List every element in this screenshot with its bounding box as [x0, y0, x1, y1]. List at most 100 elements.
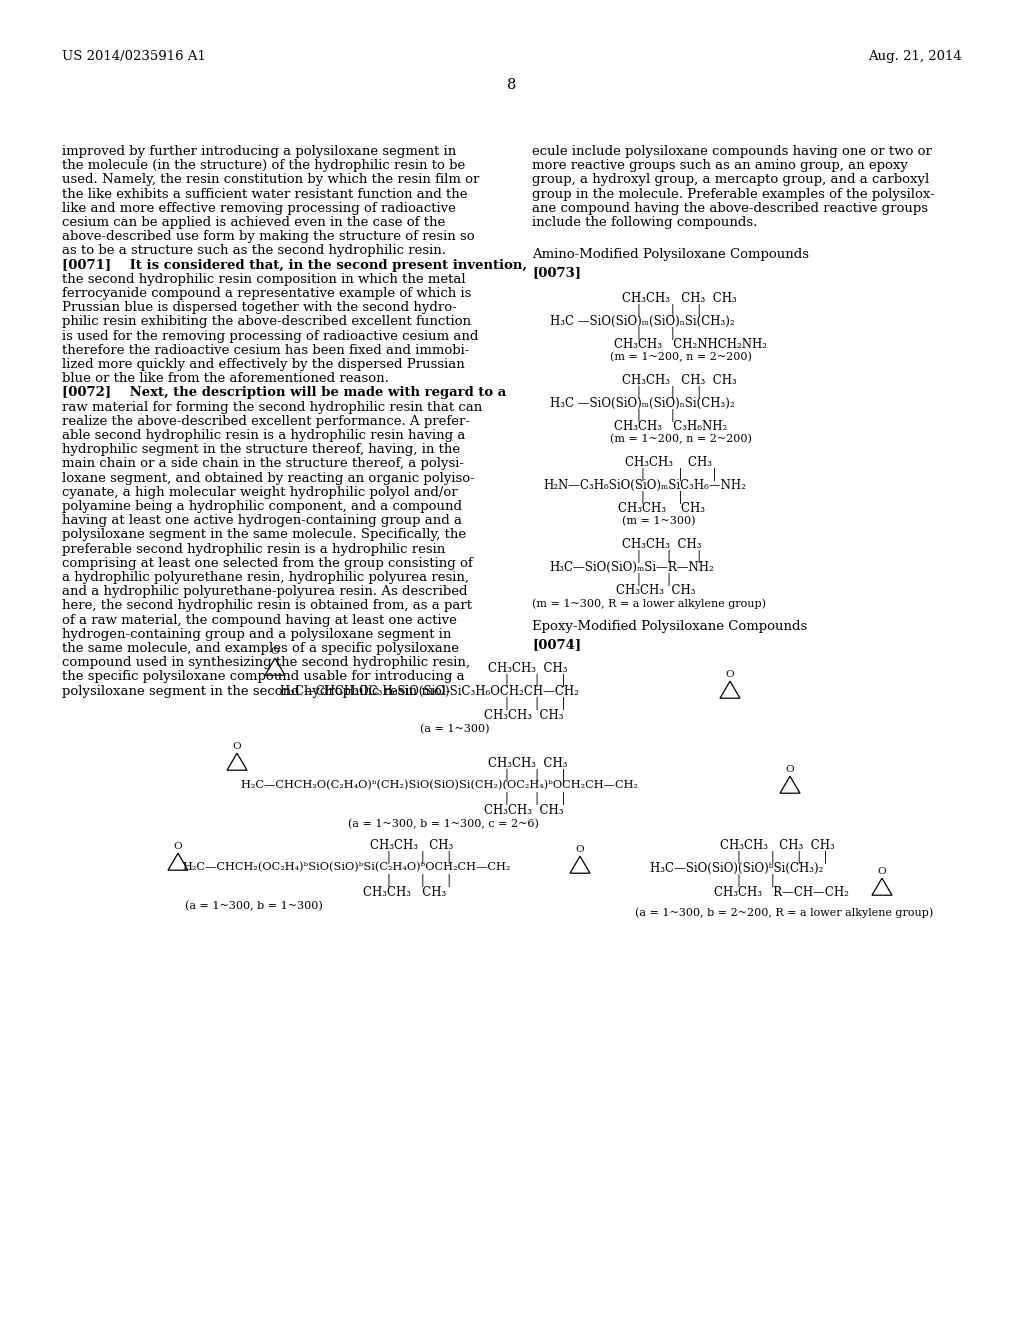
Text: |       |      |: | | | — [490, 792, 565, 805]
Text: |        |: | | — [722, 874, 775, 887]
Text: CH₃CH₃   CH₃  CH₃: CH₃CH₃ CH₃ CH₃ — [720, 840, 835, 853]
Text: Prussian blue is dispersed together with the second hydro-: Prussian blue is dispersed together with… — [62, 301, 457, 314]
Text: O: O — [232, 742, 242, 751]
Text: polyamine being a hydrophilic component, and a compound: polyamine being a hydrophilic component,… — [62, 500, 462, 513]
Text: |        |      |: | | | — [622, 304, 701, 317]
Text: (a = 1~300): (a = 1~300) — [420, 725, 489, 734]
Text: here, the second hydrophilic resin is obtained from, as a part: here, the second hydrophilic resin is ob… — [62, 599, 472, 612]
Text: used. Namely, the resin constitution by which the resin film or: used. Namely, the resin constitution by … — [62, 173, 479, 186]
Text: |         |        |: | | | — [626, 469, 717, 482]
Text: loxane segment, and obtained by reacting an organic polyiso-: loxane segment, and obtained by reacting… — [62, 471, 475, 484]
Text: hydrophilic segment in the structure thereof, having, in the: hydrophilic segment in the structure the… — [62, 444, 460, 457]
Text: CH₃CH₃  CH₃: CH₃CH₃ CH₃ — [616, 585, 695, 597]
Text: H₂C—CHCH₂(OC₂H₄)ᵇSiO(SiO)ᵇSi(C₂H₄O)ᵇOCH₂CH—CH₂: H₂C—CHCH₂(OC₂H₄)ᵇSiO(SiO)ᵇSi(C₂H₄O)ᵇOCH₂… — [182, 862, 510, 873]
Text: CH₃CH₃   C₃H₆NH₂: CH₃CH₃ C₃H₆NH₂ — [614, 420, 727, 433]
Text: [0073]: [0073] — [532, 267, 581, 280]
Text: [0072]    Next, the description will be made with regard to a: [0072] Next, the description will be mad… — [62, 387, 506, 400]
Text: comprising at least one selected from the group consisting of: comprising at least one selected from th… — [62, 557, 473, 570]
Text: Amino-Modified Polysiloxane Compounds: Amino-Modified Polysiloxane Compounds — [532, 248, 809, 261]
Text: as to be a structure such as the second hydrophilic resin.: as to be a structure such as the second … — [62, 244, 446, 257]
Text: (m = 1~300, R = a lower alkylene group): (m = 1~300, R = a lower alkylene group) — [532, 598, 766, 609]
Text: [0071]    It is considered that, in the second present invention,: [0071] It is considered that, in the sec… — [62, 259, 527, 272]
Text: is used for the removing processing of radioactive cesium and: is used for the removing processing of r… — [62, 330, 478, 343]
Text: CH₃CH₃   CH₃  CH₃: CH₃CH₃ CH₃ CH₃ — [622, 292, 736, 305]
Text: compound used in synthesizing the second hydrophilic resin,: compound used in synthesizing the second… — [62, 656, 470, 669]
Text: H₃C—SiO(SiO)ₘSi—R—NH₂: H₃C—SiO(SiO)ₘSi—R—NH₂ — [549, 561, 714, 574]
Text: group in the molecule. Preferable examples of the polysilox-: group in the molecule. Preferable exampl… — [532, 187, 935, 201]
Text: cesium can be applied is achieved even in the case of the: cesium can be applied is achieved even i… — [62, 216, 445, 228]
Text: the second hydrophilic resin composition in which the metal: the second hydrophilic resin composition… — [62, 273, 466, 286]
Text: (m = 1~200, n = 2~200): (m = 1~200, n = 2~200) — [610, 352, 752, 363]
Text: CH₃CH₃  CH₃: CH₃CH₃ CH₃ — [484, 709, 563, 722]
Text: improved by further introducing a polysiloxane segment in: improved by further introducing a polysi… — [62, 145, 457, 158]
Text: CH₃CH₃  CH₃: CH₃CH₃ CH₃ — [488, 758, 567, 770]
Text: (a = 1~300, b = 1~300, c = 2~6): (a = 1~300, b = 1~300, c = 2~6) — [348, 820, 539, 829]
Text: H₂C—CHCH₂OC₃H₆SiO(SiO)⁡SiC₃H₆OCH₂CH—CH₂: H₂C—CHCH₂OC₃H₆SiO(SiO)⁡SiC₃H₆OCH₂CH—CH₂ — [280, 685, 579, 698]
Text: group, a hydroxyl group, a mercapto group, and a carboxyl: group, a hydroxyl group, a mercapto grou… — [532, 173, 929, 186]
Text: ferrocyanide compound a representative example of which is: ferrocyanide compound a representative e… — [62, 286, 471, 300]
Text: CH₃CH₃    CH₃: CH₃CH₃ CH₃ — [625, 457, 712, 469]
Text: CH₃CH₃   CH₃  CH₃: CH₃CH₃ CH₃ CH₃ — [622, 374, 736, 387]
Text: having at least one active hydrogen-containing group and a: having at least one active hydrogen-cont… — [62, 515, 462, 527]
Text: O: O — [575, 845, 585, 854]
Text: |         |: | | — [626, 491, 683, 504]
Text: |        |      |: | | | — [372, 851, 452, 865]
Text: H₂C—CHCH₂O(C₂H₄O)ᵇ(CH₂)⁣SiO(SiO)⁡Si(CH₂)⁣(OC₂H₄)ᵇOCH₂CH—CH₂: H₂C—CHCH₂O(C₂H₄O)ᵇ(CH₂)⁣SiO(SiO)⁡Si(CH₂)… — [241, 780, 638, 791]
Text: O: O — [174, 842, 182, 851]
Text: |       |: | | — [622, 573, 671, 586]
Text: (m = 1~200, n = 2~200): (m = 1~200, n = 2~200) — [610, 434, 752, 445]
Text: 8: 8 — [507, 78, 517, 92]
Text: therefore the radioactive cesium has been fixed and immobi-: therefore the radioactive cesium has bee… — [62, 343, 469, 356]
Text: polysiloxane segment in the same molecule. Specifically, the: polysiloxane segment in the same molecul… — [62, 528, 466, 541]
Text: philic resin exhibiting the above-described excellent function: philic resin exhibiting the above-descri… — [62, 315, 471, 329]
Text: CH₃CH₃    CH₃: CH₃CH₃ CH₃ — [618, 502, 705, 515]
Text: include the following compounds.: include the following compounds. — [532, 216, 758, 228]
Text: hydrogen-containing group and a polysiloxane segment in: hydrogen-containing group and a polysilo… — [62, 628, 452, 640]
Text: able second hydrophilic resin is a hydrophilic resin having a: able second hydrophilic resin is a hydro… — [62, 429, 465, 442]
Text: raw material for forming the second hydrophilic resin that can: raw material for forming the second hydr… — [62, 400, 482, 413]
Text: main chain or a side chain in the structure thereof, a polysi-: main chain or a side chain in the struct… — [62, 458, 464, 470]
Text: (m = 1~300): (m = 1~300) — [622, 516, 695, 527]
Text: |       |      |: | | | — [490, 675, 565, 688]
Text: |        |      |      |: | | | | — [722, 851, 827, 865]
Text: O: O — [878, 867, 887, 876]
Text: ecule include polysiloxane compounds having one or two or: ecule include polysiloxane compounds hav… — [532, 145, 932, 158]
Text: |        |: | | — [622, 409, 675, 422]
Text: H₃C—SiO(SiO)⁡(SiO)ᵇSi(CH₃)₂: H₃C—SiO(SiO)⁡(SiO)ᵇSi(CH₃)₂ — [650, 862, 823, 875]
Text: more reactive groups such as an amino group, an epoxy: more reactive groups such as an amino gr… — [532, 160, 908, 172]
Text: CH₃CH₃   R—CH—CH₂: CH₃CH₃ R—CH—CH₂ — [714, 886, 849, 899]
Text: and a hydrophilic polyurethane-polyurea resin. As described: and a hydrophilic polyurethane-polyurea … — [62, 585, 468, 598]
Text: |       |      |: | | | — [490, 770, 565, 783]
Text: Aug. 21, 2014: Aug. 21, 2014 — [868, 50, 962, 63]
Text: O: O — [785, 766, 795, 775]
Text: CH₃CH₃  CH₃: CH₃CH₃ CH₃ — [488, 663, 567, 676]
Text: ane compound having the above-described reactive groups: ane compound having the above-described … — [532, 202, 928, 215]
Text: CH₃CH₃  CH₃: CH₃CH₃ CH₃ — [622, 539, 701, 552]
Text: |       |      |: | | | — [490, 697, 565, 710]
Text: |        |      |: | | | — [372, 874, 452, 887]
Text: the specific polysiloxane compound usable for introducing a: the specific polysiloxane compound usabl… — [62, 671, 465, 684]
Text: O: O — [270, 647, 280, 656]
Text: Epoxy-Modified Polysiloxane Compounds: Epoxy-Modified Polysiloxane Compounds — [532, 620, 807, 634]
Text: (a = 1~300, b = 1~300): (a = 1~300, b = 1~300) — [185, 902, 323, 912]
Text: CH₃CH₃   CH₃: CH₃CH₃ CH₃ — [362, 886, 446, 899]
Text: O: O — [726, 671, 734, 680]
Text: realize the above-described excellent performance. A prefer-: realize the above-described excellent pe… — [62, 414, 470, 428]
Text: the same molecule, and examples of a specific polysiloxane: the same molecule, and examples of a spe… — [62, 642, 459, 655]
Text: |        |      |: | | | — [622, 387, 701, 399]
Text: CH₃CH₃   CH₃: CH₃CH₃ CH₃ — [370, 840, 454, 853]
Text: H₃C —SiO(SiO)ₘ(SiO)ₙSi(CH₃)₂: H₃C —SiO(SiO)ₘ(SiO)ₙSi(CH₃)₂ — [550, 315, 734, 329]
Text: H₃C —SiO(SiO)ₘ(SiO)ₙSi(CH₃)₂: H₃C —SiO(SiO)ₘ(SiO)ₙSi(CH₃)₂ — [550, 397, 734, 411]
Text: H₂N—C₃H₆SiO(SiO)ₘSiC₃H₆—NH₂: H₂N—C₃H₆SiO(SiO)ₘSiC₃H₆—NH₂ — [543, 479, 745, 492]
Text: (a = 1~300, b = 2~200, R = a lower alkylene group): (a = 1~300, b = 2~200, R = a lower alkyl… — [635, 907, 933, 917]
Text: lized more quickly and effectively by the dispersed Prussian: lized more quickly and effectively by th… — [62, 358, 465, 371]
Text: |       |       |: | | | — [622, 550, 701, 564]
Text: [0074]: [0074] — [532, 638, 582, 651]
Text: above-described use form by making the structure of resin so: above-described use form by making the s… — [62, 230, 475, 243]
Text: CH₃CH₃  CH₃: CH₃CH₃ CH₃ — [484, 804, 563, 817]
Text: US 2014/0235916 A1: US 2014/0235916 A1 — [62, 50, 206, 63]
Text: the molecule (in the structure) of the hydrophilic resin to be: the molecule (in the structure) of the h… — [62, 160, 465, 172]
Text: like and more effective removing processing of radioactive: like and more effective removing process… — [62, 202, 456, 215]
Text: a hydrophilic polyurethane resin, hydrophilic polyurea resin,: a hydrophilic polyurethane resin, hydrop… — [62, 572, 469, 583]
Text: the like exhibits a sufficient water resistant function and the: the like exhibits a sufficient water res… — [62, 187, 468, 201]
